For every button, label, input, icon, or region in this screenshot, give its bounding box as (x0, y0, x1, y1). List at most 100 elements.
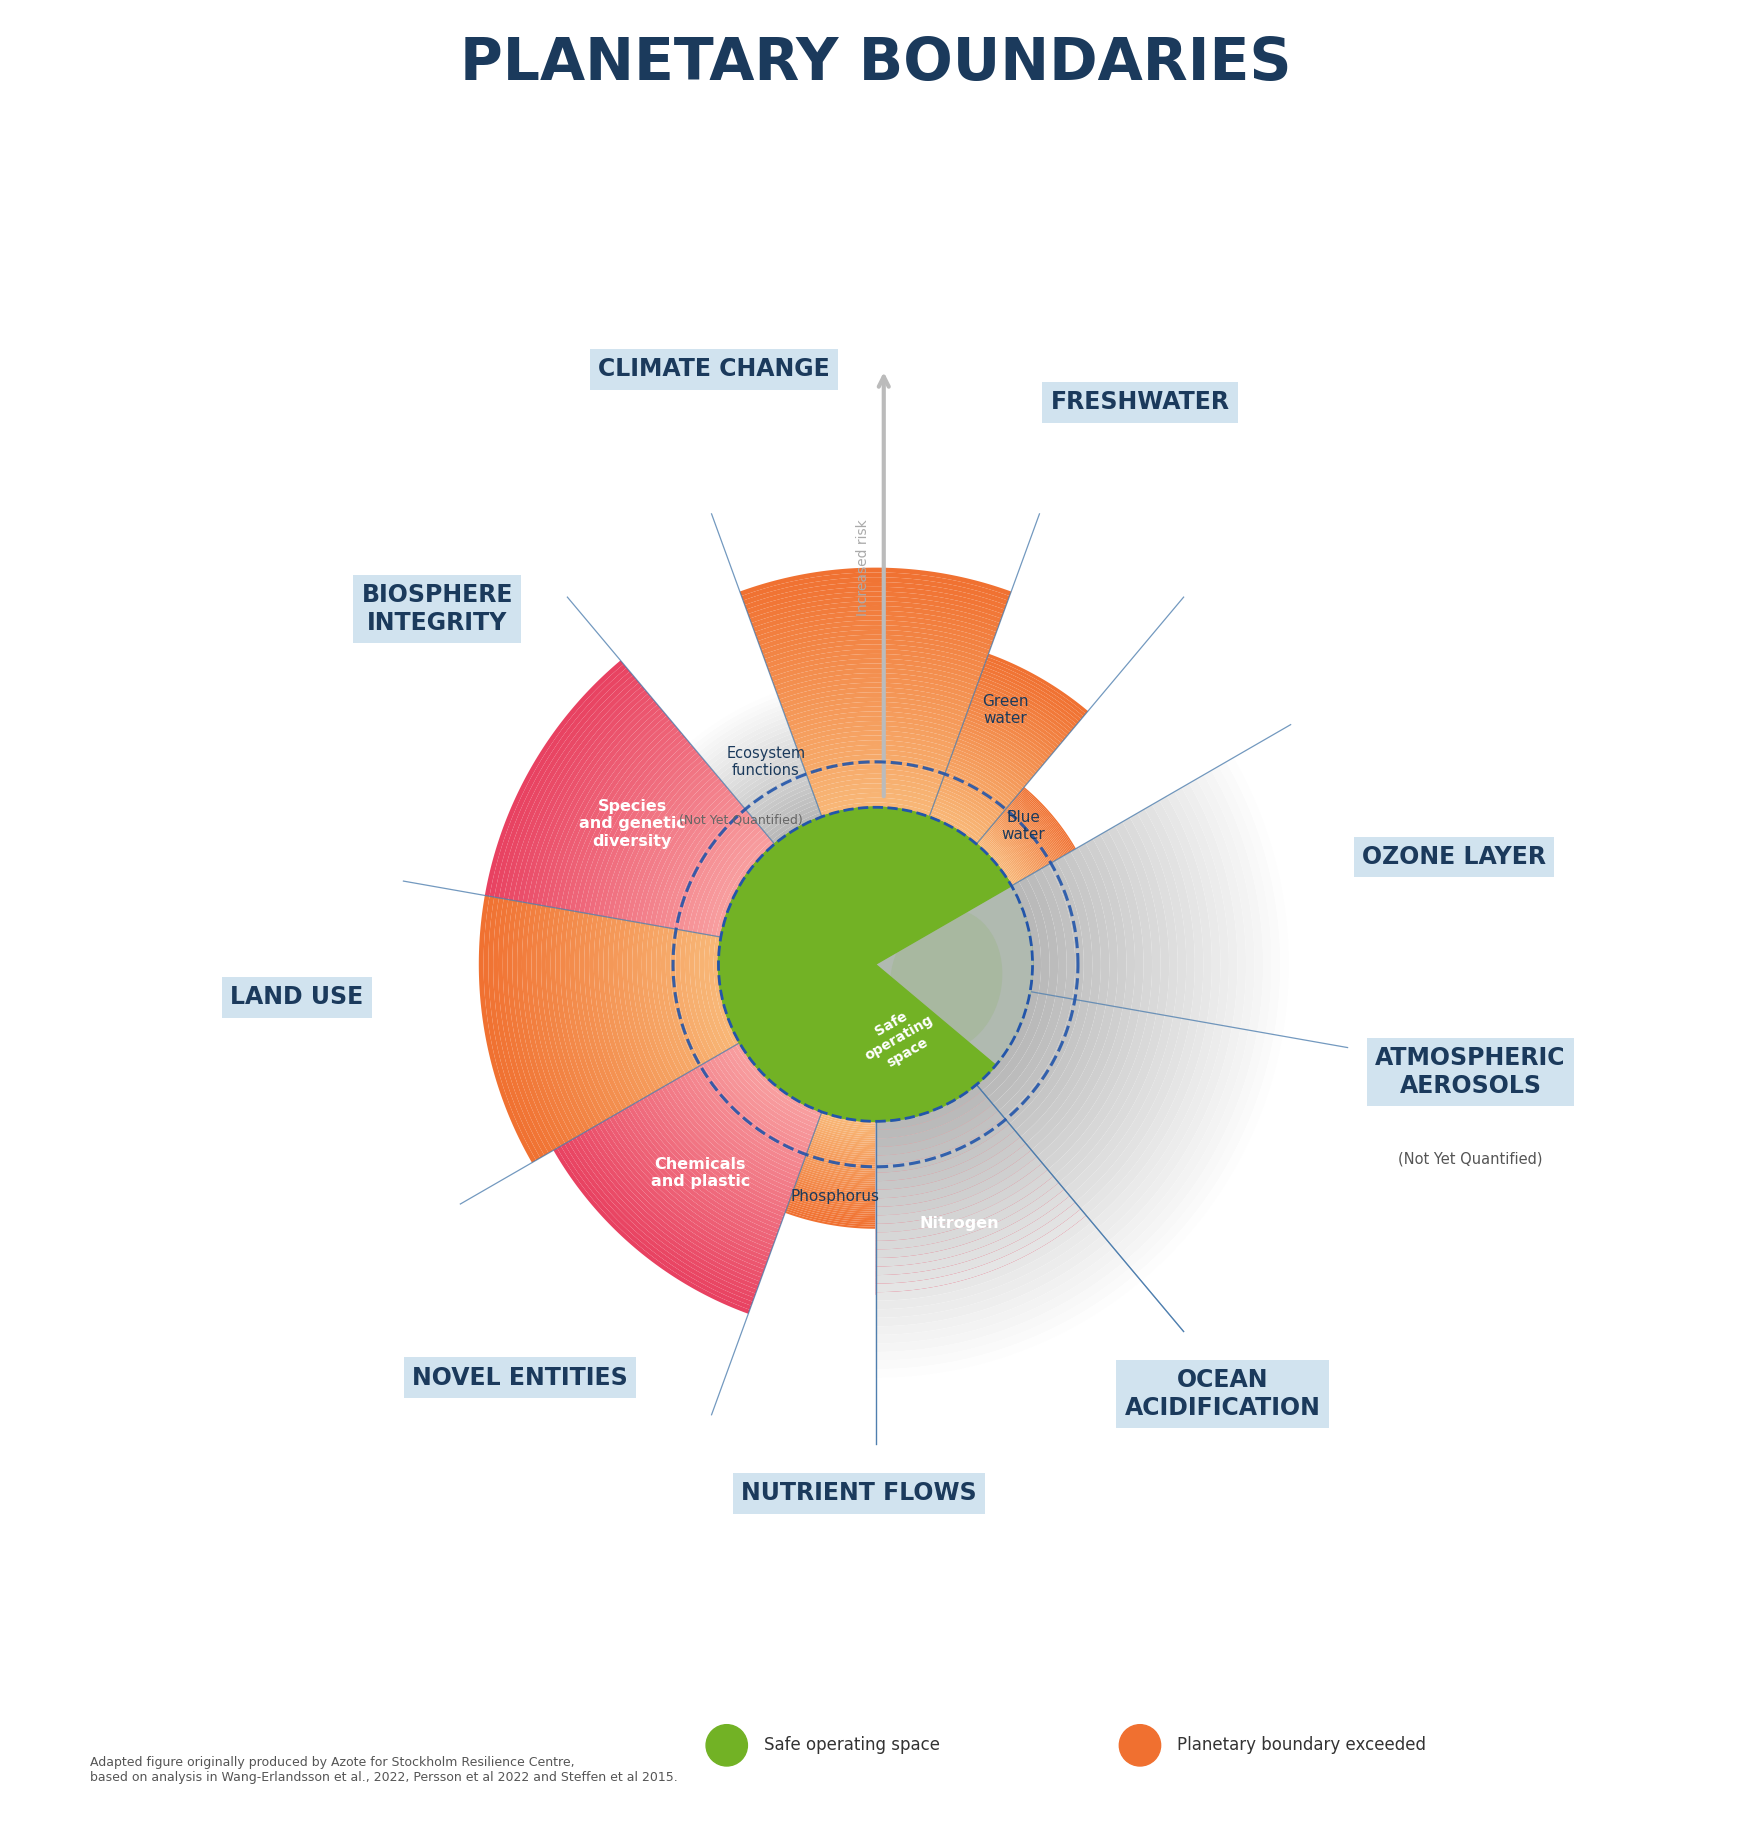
Polygon shape (979, 676, 1072, 733)
Polygon shape (504, 676, 636, 899)
Polygon shape (805, 1156, 876, 1170)
Polygon shape (588, 914, 632, 1108)
Polygon shape (814, 1130, 876, 1143)
Polygon shape (989, 829, 1030, 877)
Polygon shape (947, 764, 1012, 805)
Polygon shape (704, 934, 732, 1050)
Text: Phosphorus: Phosphorus (790, 1189, 879, 1204)
Polygon shape (876, 1235, 1108, 1325)
Polygon shape (776, 674, 975, 696)
Polygon shape (876, 1183, 1061, 1253)
Text: Nitrogen: Nitrogen (919, 1217, 1000, 1231)
Polygon shape (1026, 873, 1058, 997)
Polygon shape (1075, 1019, 1191, 1209)
Polygon shape (1189, 779, 1247, 1028)
Polygon shape (804, 1157, 876, 1172)
Polygon shape (1005, 809, 1051, 864)
Polygon shape (982, 834, 1023, 881)
Polygon shape (1003, 999, 1080, 1124)
Polygon shape (616, 762, 709, 919)
Polygon shape (968, 705, 1052, 757)
Text: Chemicals
and plastic: Chemicals and plastic (651, 1157, 749, 1189)
Polygon shape (700, 709, 784, 759)
Polygon shape (674, 807, 748, 930)
Polygon shape (690, 932, 718, 1058)
Polygon shape (1009, 1001, 1089, 1130)
Polygon shape (876, 1178, 1058, 1246)
Text: NUTRIENT FLOWS: NUTRIENT FLOWS (741, 1480, 977, 1504)
Polygon shape (819, 1119, 876, 1130)
Polygon shape (1000, 814, 1045, 868)
Polygon shape (876, 1209, 1086, 1292)
Polygon shape (996, 820, 1040, 869)
Polygon shape (489, 897, 545, 1157)
Polygon shape (762, 629, 989, 655)
Polygon shape (993, 997, 1065, 1111)
Polygon shape (723, 742, 797, 786)
Polygon shape (711, 836, 772, 936)
Polygon shape (709, 722, 788, 770)
Polygon shape (583, 738, 688, 914)
Polygon shape (819, 1117, 876, 1128)
Polygon shape (643, 923, 678, 1082)
Polygon shape (788, 1204, 876, 1220)
Polygon shape (1009, 805, 1056, 862)
Polygon shape (1219, 762, 1280, 1034)
Wedge shape (876, 917, 989, 964)
Polygon shape (706, 1060, 811, 1148)
Polygon shape (977, 991, 1038, 1091)
Polygon shape (692, 696, 779, 749)
Polygon shape (795, 731, 956, 749)
Polygon shape (1016, 796, 1066, 855)
Polygon shape (683, 1073, 802, 1172)
Polygon shape (590, 1126, 765, 1274)
Polygon shape (797, 1178, 876, 1194)
Polygon shape (989, 827, 1031, 875)
Polygon shape (1079, 844, 1117, 1006)
Polygon shape (937, 790, 995, 825)
Polygon shape (795, 1183, 876, 1198)
Polygon shape (1136, 1034, 1282, 1281)
Polygon shape (608, 755, 704, 917)
Polygon shape (650, 1093, 788, 1209)
Polygon shape (811, 773, 940, 790)
Wedge shape (876, 886, 1033, 978)
Polygon shape (876, 1183, 1065, 1257)
Polygon shape (963, 718, 1044, 766)
Polygon shape (755, 611, 996, 637)
Polygon shape (746, 587, 1005, 615)
Polygon shape (876, 1117, 1005, 1167)
Polygon shape (672, 1080, 797, 1185)
Polygon shape (618, 919, 657, 1093)
Polygon shape (816, 788, 935, 803)
Polygon shape (788, 1205, 876, 1222)
Polygon shape (1093, 834, 1135, 1010)
Polygon shape (876, 1159, 1042, 1222)
Polygon shape (636, 777, 721, 923)
Polygon shape (630, 773, 720, 921)
Polygon shape (1012, 801, 1061, 858)
Polygon shape (697, 825, 762, 934)
Polygon shape (807, 1152, 876, 1167)
Polygon shape (949, 759, 1017, 799)
Polygon shape (797, 735, 954, 753)
Polygon shape (679, 930, 711, 1061)
Polygon shape (767, 805, 819, 838)
Polygon shape (986, 657, 1086, 716)
Polygon shape (965, 716, 1045, 764)
Polygon shape (763, 799, 818, 834)
Polygon shape (693, 821, 760, 932)
Polygon shape (1203, 770, 1262, 1032)
Polygon shape (807, 1148, 876, 1163)
Polygon shape (876, 1111, 1002, 1159)
Polygon shape (763, 635, 988, 659)
Polygon shape (746, 775, 809, 814)
Polygon shape (718, 1054, 814, 1135)
Polygon shape (956, 738, 1030, 783)
Polygon shape (695, 1067, 805, 1161)
Text: ATMOSPHERIC
AEROSOLS: ATMOSPHERIC AEROSOLS (1375, 1047, 1565, 1098)
Polygon shape (580, 1133, 760, 1285)
Polygon shape (939, 788, 996, 823)
Polygon shape (765, 639, 986, 663)
Polygon shape (664, 799, 741, 929)
